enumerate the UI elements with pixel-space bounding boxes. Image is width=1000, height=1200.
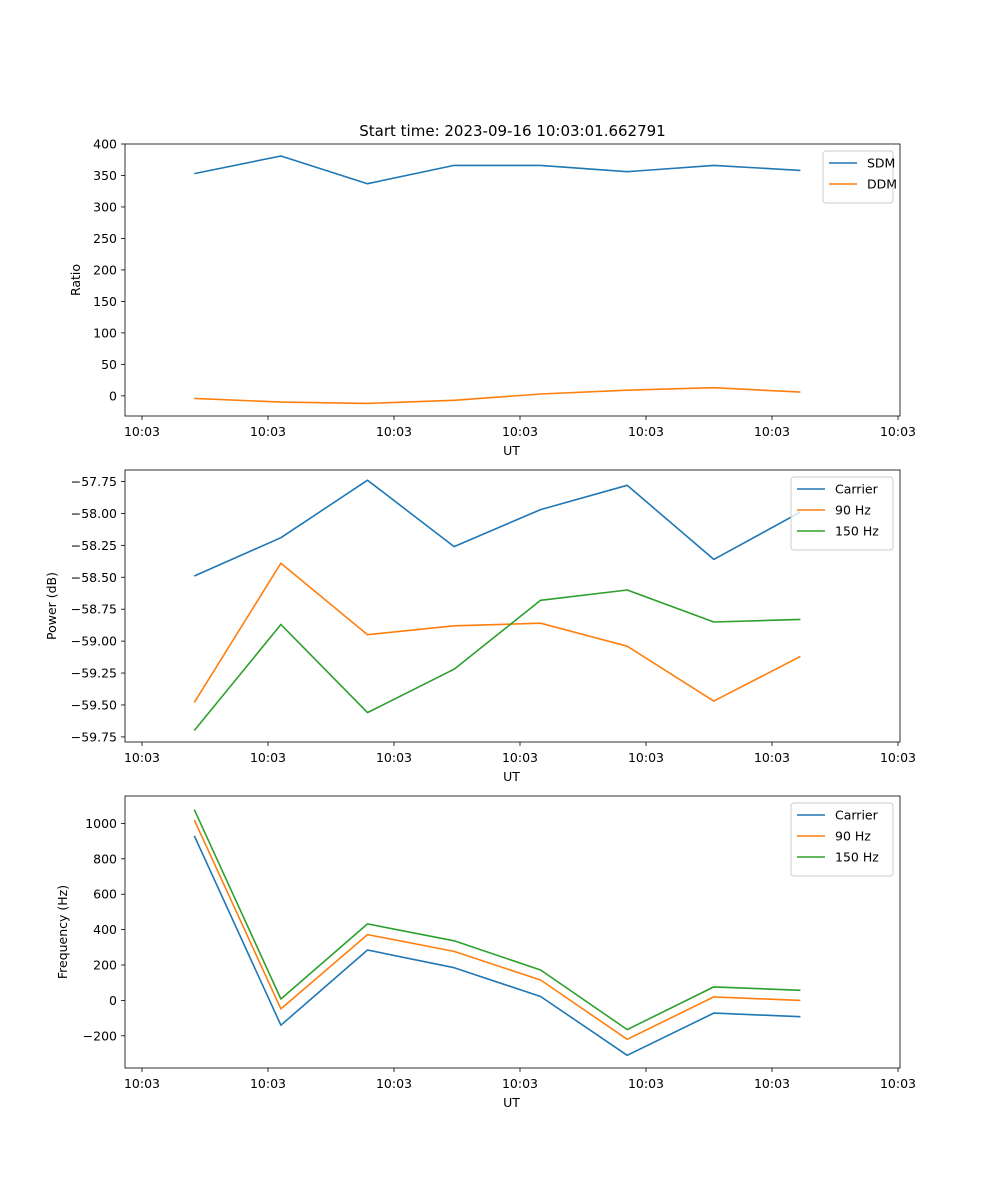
y-tick-label: 0 [109,388,117,403]
chart-panel-3: 10:03 10:03 10:03 10:03 10:03 10:03 10:03 −200 0… [55,795,916,1110]
legend-label: DDM [867,177,897,192]
x-tick-label: 10:03 [754,424,790,439]
y-tick-label: −58.75 [71,602,117,617]
chart-panel-2: 10:03 10:03 10:03 10:03 10:03 10:03 10:03 −59.7… [44,469,916,784]
x-tick-label: 10:03 [880,750,916,765]
y-tick-label: −59.25 [71,666,117,681]
y-axis-label: Power (dB) [44,572,59,640]
y-axis-label: Ratio [68,264,83,296]
x-tick-label: 10:03 [628,424,664,439]
y-axis-label: Frequency (Hz) [55,885,70,979]
legend-label: Carrier [835,808,879,823]
x-tick-label: 10:03 [124,1076,160,1091]
y-tick-label: −59.75 [71,729,117,744]
legend-label: 150 Hz [835,850,879,865]
y-tick-label: 50 [101,357,117,372]
series-line-ddm [194,386,801,405]
axes-frame [124,143,901,417]
chart-panel-1: Start time: 2023-09-16 10:03:01.662791 10… [68,122,916,458]
x-tick-label: 10:03 [376,1076,412,1091]
y-tick-label: 600 [93,887,117,902]
x-tick-label: 10:03 [376,424,412,439]
y-tick-label: 200 [93,958,117,973]
series-line-150-hz [193,589,801,732]
x-axis-label: UT [503,1095,520,1110]
chart-title: Start time: 2023-09-16 10:03:01.662791 [359,122,665,140]
series-line-carrier [193,835,801,1057]
y-tick-label: −57.75 [71,474,117,489]
x-tick-label: 10:03 [502,424,538,439]
legend-label: Carrier [835,482,879,497]
series-line-150-hz [193,809,801,1031]
y-tick-label: 250 [93,231,117,246]
legend-label: 150 Hz [835,524,879,539]
series-line-sdm [194,155,801,185]
y-tick-label: 0 [109,993,117,1008]
x-tick-label: 10:03 [880,1076,916,1091]
x-tick-label: 10:03 [124,750,160,765]
series-line-90-hz [193,819,801,1041]
legend-label: 90 Hz [835,503,871,518]
x-tick-label: 10:03 [502,750,538,765]
legend: SDM DDM [822,150,897,204]
y-tick-label: 150 [93,294,117,309]
x-tick-label: 10:03 [754,750,790,765]
y-tick-label: 800 [93,851,117,866]
x-tick-label: 10:03 [880,424,916,439]
x-tick-label: 10:03 [376,750,412,765]
x-tick-label: 10:03 [754,1076,790,1091]
axes-frame [124,469,901,743]
legend: Carrier 90 Hz 150 Hz [790,802,894,877]
y-tick-label: −59.00 [71,634,117,649]
y-tick-label: 100 [93,325,117,340]
series-line-90-hz [193,562,801,703]
y-tick-label: 400 [93,922,117,937]
x-tick-label: 10:03 [502,1076,538,1091]
x-tick-label: 10:03 [628,1076,664,1091]
legend-box [822,150,894,204]
x-tick-label: 10:03 [250,750,286,765]
y-tick-label: −58.25 [71,538,117,553]
y-tick-label: 300 [93,199,117,214]
x-tick-label: 10:03 [250,1076,286,1091]
x-axis-label: UT [503,769,520,784]
y-tick-label: −59.50 [71,697,117,712]
x-tick-label: 10:03 [250,424,286,439]
legend: Carrier 90 Hz 150 Hz [790,476,894,551]
y-tick-label: −58.50 [71,570,117,585]
y-tick-label: −58.00 [71,506,117,521]
axes-frame [124,795,901,1069]
x-axis-label: UT [503,443,520,458]
y-tick-label: 1000 [85,816,117,831]
legend-label: 90 Hz [835,829,871,844]
x-tick-label: 10:03 [628,750,664,765]
y-tick-label: 350 [93,168,117,183]
series-line-carrier [193,479,801,577]
y-tick-label: 200 [93,262,117,277]
y-tick-label: −200 [83,1028,117,1043]
y-tick-label: 400 [93,137,117,152]
chart-panels: Start time: 2023-09-16 10:03:01.662791 10… [44,122,916,1110]
legend-label: SDM [867,156,895,171]
x-tick-label: 10:03 [124,424,160,439]
